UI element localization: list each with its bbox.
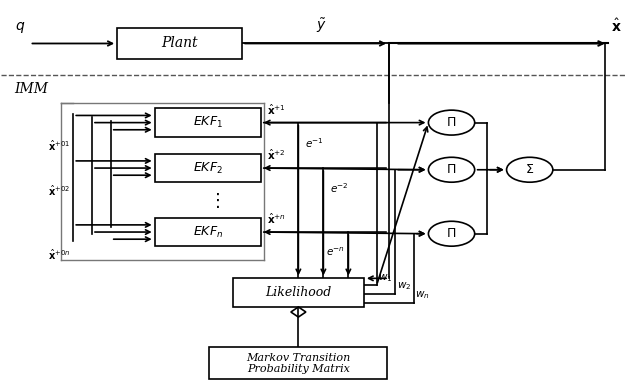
Text: $\Pi$: $\Pi$ — [447, 116, 457, 129]
Text: Likelihood: Likelihood — [265, 286, 332, 299]
Text: $\Pi$: $\Pi$ — [447, 163, 457, 176]
Text: $\vdots$: $\vdots$ — [208, 191, 220, 209]
Text: IMM: IMM — [14, 82, 48, 96]
Text: $\tilde{y}$: $\tilde{y}$ — [317, 16, 327, 35]
FancyBboxPatch shape — [154, 154, 261, 183]
Text: $\Sigma$: $\Sigma$ — [525, 163, 534, 176]
Text: $\hat{\mathbf{x}}^{+n}$: $\hat{\mathbf{x}}^{+n}$ — [267, 212, 286, 226]
FancyBboxPatch shape — [154, 108, 261, 137]
Text: $\Pi$: $\Pi$ — [447, 227, 457, 240]
Text: $EKF_n$: $EKF_n$ — [193, 225, 223, 239]
Text: $EKF_1$: $EKF_1$ — [193, 115, 223, 130]
Text: $\hat{\mathbf{x}}^{+1}$: $\hat{\mathbf{x}}^{+1}$ — [267, 102, 286, 117]
Text: $e^{-n}$: $e^{-n}$ — [326, 246, 345, 258]
Text: $\hat{\mathbf{x}}$: $\hat{\mathbf{x}}$ — [611, 18, 622, 35]
Text: $q$: $q$ — [15, 20, 25, 35]
Text: $\hat{\mathbf{x}}^{+02}$: $\hat{\mathbf{x}}^{+02}$ — [48, 184, 70, 198]
Text: Plant: Plant — [161, 37, 198, 50]
Text: $\hat{\mathbf{x}}^{+01}$: $\hat{\mathbf{x}}^{+01}$ — [48, 138, 70, 153]
Text: $\hat{\mathbf{x}}^{+2}$: $\hat{\mathbf{x}}^{+2}$ — [267, 148, 286, 162]
FancyBboxPatch shape — [154, 218, 261, 246]
Text: $e^{-2}$: $e^{-2}$ — [330, 181, 349, 195]
Text: $EKF_2$: $EKF_2$ — [193, 161, 223, 176]
Text: $e^{-1}$: $e^{-1}$ — [305, 136, 323, 150]
FancyBboxPatch shape — [117, 28, 242, 58]
Circle shape — [428, 221, 475, 246]
Circle shape — [428, 157, 475, 182]
Text: $w_1$: $w_1$ — [378, 272, 392, 284]
FancyBboxPatch shape — [233, 278, 364, 307]
Text: $\hat{\mathbf{x}}^{+0n}$: $\hat{\mathbf{x}}^{+0n}$ — [48, 248, 70, 262]
Circle shape — [428, 110, 475, 135]
Text: $w_2$: $w_2$ — [396, 280, 411, 292]
Circle shape — [507, 157, 553, 182]
Text: Markov Transition
Probability Matrix: Markov Transition Probability Matrix — [246, 353, 350, 374]
FancyBboxPatch shape — [209, 347, 387, 379]
Text: $w_n$: $w_n$ — [415, 289, 430, 301]
